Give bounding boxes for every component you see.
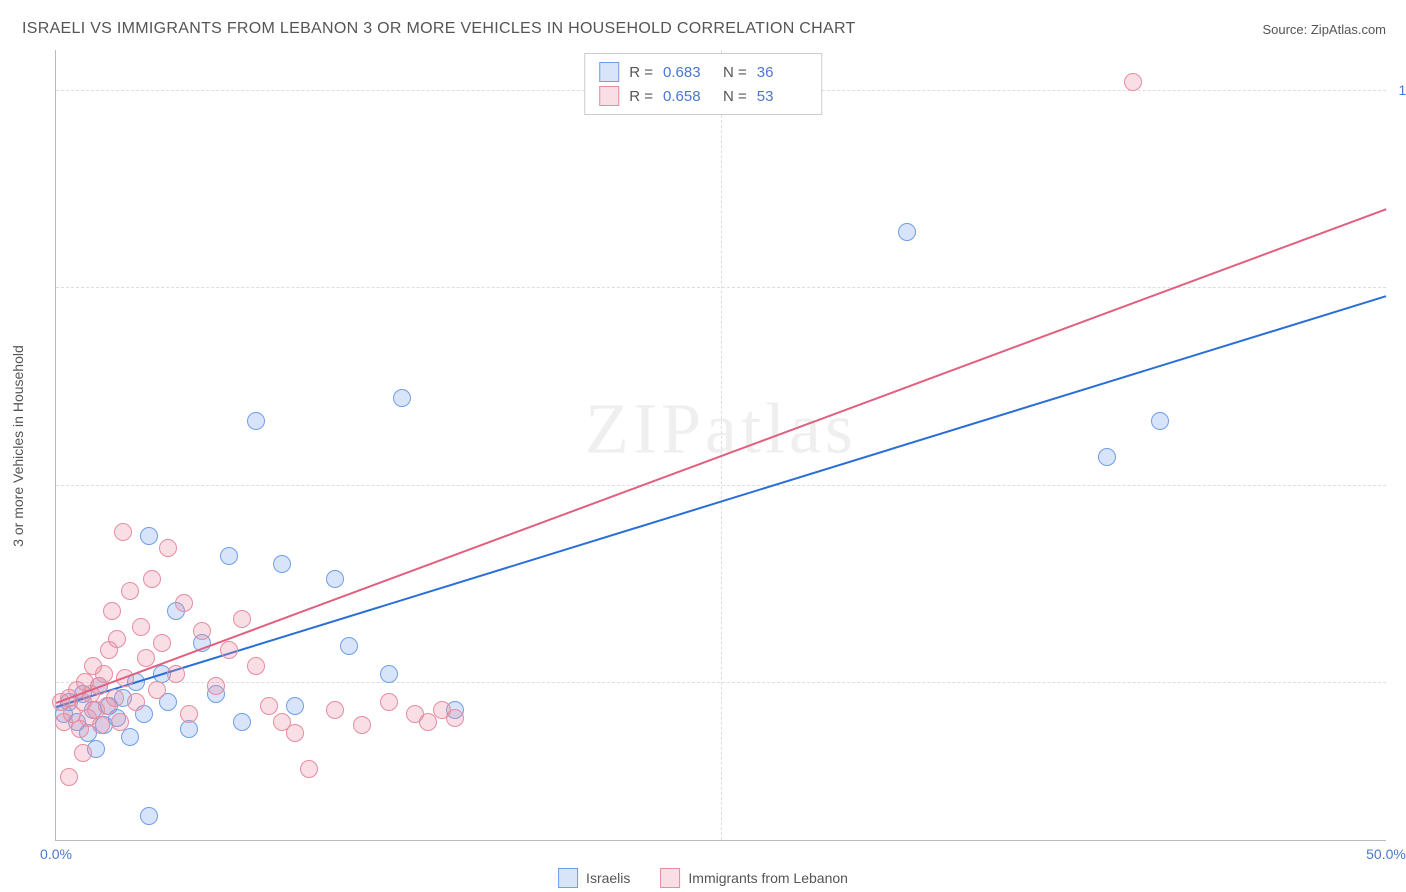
r-label-1: R =: [629, 64, 653, 81]
scatter-point: [95, 665, 113, 683]
y-tick-label: 50.0%: [1391, 477, 1406, 493]
scatter-point: [121, 582, 139, 600]
r-value-2: 0.658: [663, 88, 713, 105]
stats-row-series-1: R = 0.683 N = 36: [599, 60, 807, 84]
scatter-point: [114, 523, 132, 541]
n-label-1: N =: [723, 64, 747, 81]
scatter-point: [1151, 412, 1169, 430]
r-value-1: 0.683: [663, 64, 713, 81]
scatter-point: [103, 602, 121, 620]
legend-item-2: Immigrants from Lebanon: [660, 868, 848, 888]
scatter-point: [1124, 73, 1142, 91]
n-value-1: 36: [757, 64, 807, 81]
chart-title: ISRAELI VS IMMIGRANTS FROM LEBANON 3 OR …: [22, 20, 856, 38]
legend-swatch-2: [660, 868, 680, 888]
scatter-point: [111, 713, 129, 731]
gridline-vertical: [721, 50, 722, 840]
scatter-point: [340, 637, 358, 655]
scatter-point: [121, 728, 139, 746]
y-axis-title: 3 or more Vehicles in Household: [10, 345, 26, 547]
scatter-point: [108, 630, 126, 648]
scatter-point: [1098, 448, 1116, 466]
legend-label-1: Israelis: [586, 870, 630, 886]
scatter-point: [180, 720, 198, 738]
scatter-point: [393, 389, 411, 407]
scatter-point: [300, 760, 318, 778]
scatter-point: [273, 555, 291, 573]
scatter-point: [326, 570, 344, 588]
swatch-series-1: [599, 62, 619, 82]
scatter-point: [353, 716, 371, 734]
scatter-point: [148, 681, 166, 699]
scatter-point: [326, 701, 344, 719]
legend-item-1: Israelis: [558, 868, 630, 888]
legend-label-2: Immigrants from Lebanon: [688, 870, 848, 886]
chart-container: ISRAELI VS IMMIGRANTS FROM LEBANON 3 OR …: [0, 0, 1406, 892]
swatch-series-2: [599, 86, 619, 106]
scatter-point: [74, 744, 92, 762]
scatter-point: [137, 649, 155, 667]
scatter-point: [106, 689, 124, 707]
x-tick-label: 50.0%: [1366, 846, 1406, 862]
scatter-point: [60, 768, 78, 786]
scatter-point: [153, 634, 171, 652]
scatter-point: [898, 223, 916, 241]
scatter-point: [127, 693, 145, 711]
scatter-point: [159, 539, 177, 557]
scatter-point: [380, 693, 398, 711]
y-tick-label: 100.0%: [1391, 82, 1406, 98]
scatter-point: [247, 412, 265, 430]
scatter-point: [286, 697, 304, 715]
scatter-point: [143, 570, 161, 588]
scatter-point: [247, 657, 265, 675]
r-label-2: R =: [629, 88, 653, 105]
scatter-point: [233, 610, 251, 628]
plot-area: ZIPatlas 25.0%50.0%75.0%100.0%0.0%50.0%: [55, 50, 1386, 841]
scatter-point: [233, 713, 251, 731]
y-tick-label: 25.0%: [1391, 674, 1406, 690]
scatter-point: [193, 622, 211, 640]
scatter-point: [175, 594, 193, 612]
scatter-point: [180, 705, 198, 723]
legend-swatch-1: [558, 868, 578, 888]
correlation-stats-box: R = 0.683 N = 36 R = 0.658 N = 53: [584, 53, 822, 115]
x-tick-label: 0.0%: [40, 846, 72, 862]
n-value-2: 53: [757, 88, 807, 105]
y-tick-label: 75.0%: [1391, 279, 1406, 295]
scatter-point: [140, 527, 158, 545]
scatter-point: [446, 709, 464, 727]
scatter-point: [380, 665, 398, 683]
scatter-point: [220, 547, 238, 565]
scatter-point: [92, 716, 110, 734]
stats-row-series-2: R = 0.658 N = 53: [599, 84, 807, 108]
scatter-point: [286, 724, 304, 742]
scatter-point: [167, 665, 185, 683]
source-attribution: Source: ZipAtlas.com: [1262, 22, 1386, 37]
scatter-point: [260, 697, 278, 715]
scatter-point: [132, 618, 150, 636]
scatter-point: [140, 807, 158, 825]
scatter-point: [207, 677, 225, 695]
n-label-2: N =: [723, 88, 747, 105]
scatter-point: [220, 641, 238, 659]
bottom-legend: Israelis Immigrants from Lebanon: [558, 868, 848, 888]
